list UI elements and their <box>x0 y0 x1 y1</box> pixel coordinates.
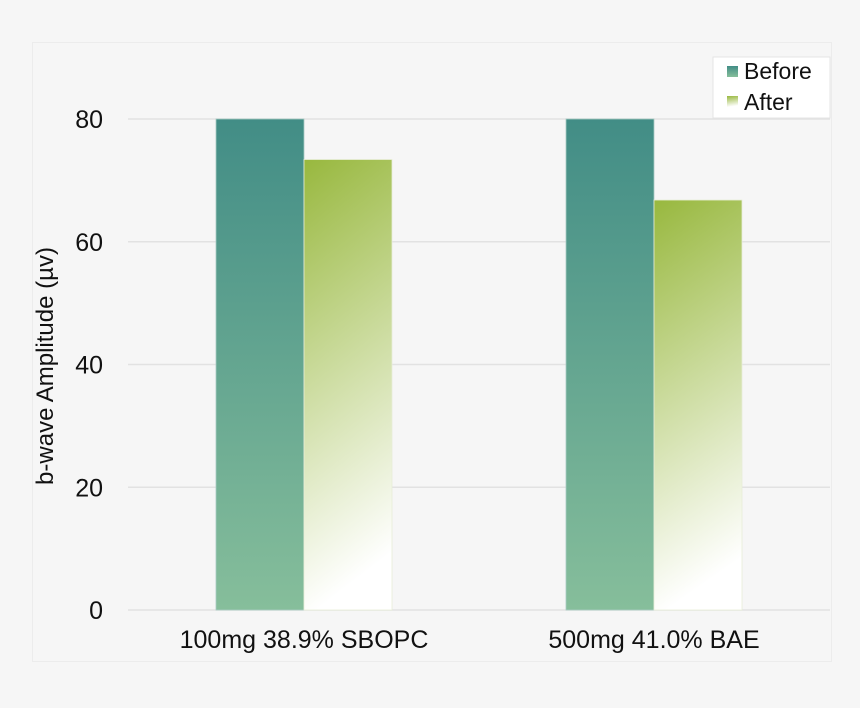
y-tick-label: 0 <box>89 597 103 625</box>
y-tick-label: 40 <box>75 352 103 380</box>
bar-before-2 <box>565 118 655 611</box>
y-tick-label: 60 <box>75 229 103 257</box>
bar-before-1 <box>215 118 305 611</box>
legend-label-before: Before <box>744 58 812 84</box>
legend-swatch-after <box>727 96 738 107</box>
bar-after-2 <box>653 199 743 611</box>
y-tick-label: 80 <box>75 106 103 134</box>
y-tick-label: 20 <box>75 474 103 502</box>
legend: Before After <box>712 56 831 119</box>
y-axis-label: b-wave Amplitude (µv) <box>32 247 59 485</box>
x-category-label: 100mg 38.9% SBOPC <box>180 626 429 654</box>
legend-swatch-before <box>727 66 738 77</box>
x-category-label: 500mg 41.0% BAE <box>548 626 759 654</box>
bar-after-1 <box>303 159 393 611</box>
legend-label-after: After <box>744 89 793 115</box>
